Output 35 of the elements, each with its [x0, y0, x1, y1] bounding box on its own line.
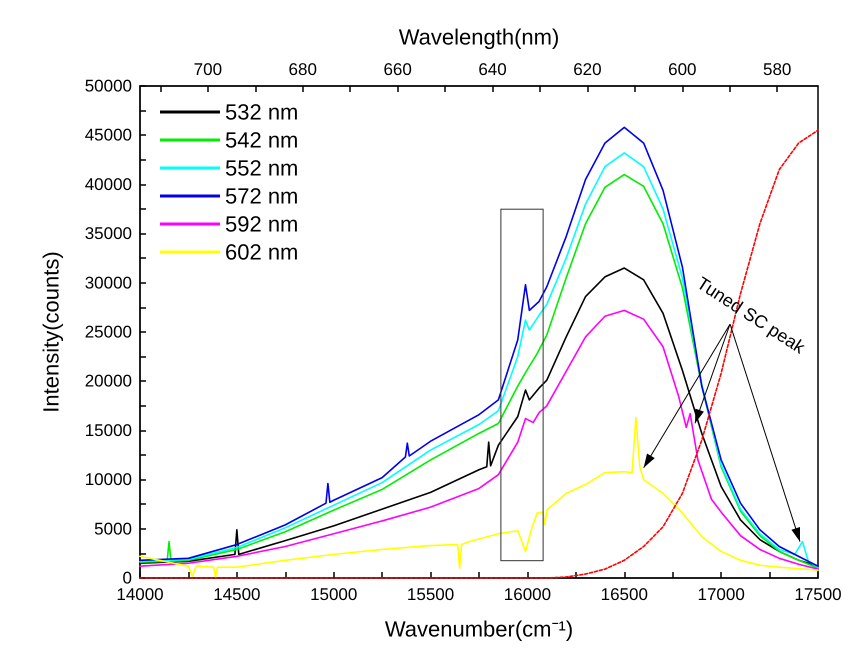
y-tick-label: 45000 — [84, 126, 132, 145]
legend-label: 532 nm — [225, 100, 298, 124]
legend-label: 552 nm — [225, 156, 298, 180]
legend-label: 572 nm — [225, 184, 298, 208]
x-tick-label: 14500 — [213, 585, 260, 604]
y-tick-label: 5000 — [94, 519, 132, 538]
x-tick-label: 14000 — [116, 585, 164, 604]
y-tick-label: 0 — [122, 568, 132, 588]
x2-tick-label: 660 — [383, 60, 412, 79]
y-tick-label: 50000 — [84, 76, 132, 96]
x2-axis-title: Wavelength(nm) — [398, 24, 560, 50]
legend-label: 592 nm — [225, 212, 298, 236]
y-tick-label: 30000 — [84, 273, 132, 292]
x2-tick-label: 600 — [668, 60, 696, 79]
y-tick-label: 10000 — [84, 470, 132, 490]
x-tick-label: 16000 — [504, 585, 552, 604]
legend-label: 602 nm — [225, 240, 298, 264]
y-tick-label: 25000 — [84, 322, 132, 342]
x2-tick-label: 700 — [194, 60, 222, 79]
y-tick-label: 40000 — [84, 174, 132, 194]
y-tick-label: 35000 — [84, 224, 132, 244]
x2-tick-label: 640 — [478, 60, 507, 79]
y-tick-label: 15000 — [84, 420, 132, 440]
x-tick-label: 15500 — [406, 585, 454, 604]
legend-label: 542 nm — [225, 128, 298, 152]
x-tick-label: 17000 — [698, 585, 745, 604]
y-axis-title: Intensity(counts) — [38, 251, 64, 413]
x-tick-label: 15000 — [310, 585, 358, 604]
x2-tick-label: 580 — [763, 60, 792, 79]
y-tick-label: 20000 — [84, 372, 132, 391]
x2-tick-label: 620 — [573, 60, 602, 79]
x-tick-label: 17500 — [794, 585, 842, 604]
x-axis-title: Wavenumber(cm⁻¹) — [384, 616, 574, 642]
x-tick-label: 16500 — [600, 585, 648, 604]
x2-tick-label: 680 — [288, 60, 317, 79]
